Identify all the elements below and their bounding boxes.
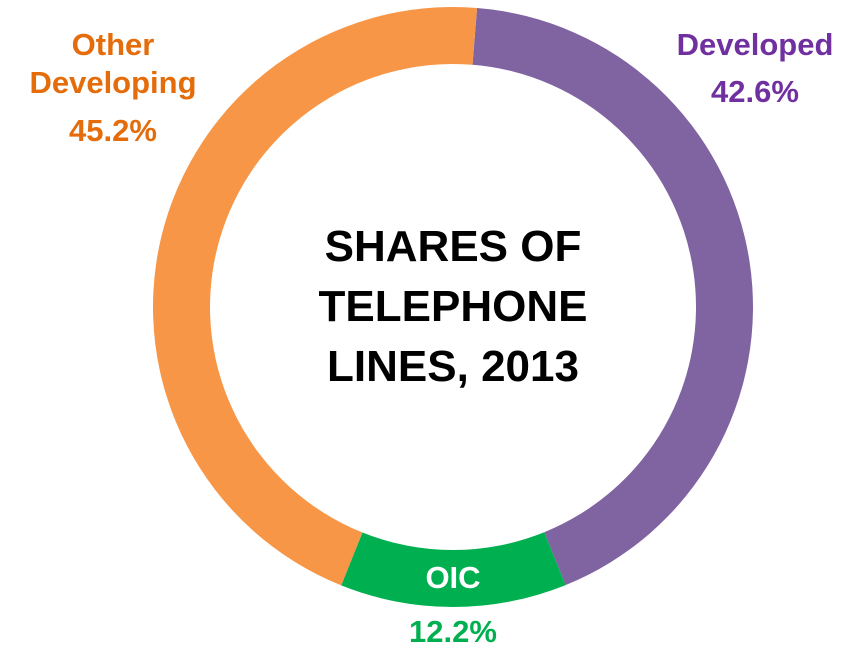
donut-segment bbox=[472, 7, 754, 586]
chart-title: SHARES OF TELEPHONE LINES, 2013 bbox=[318, 222, 588, 391]
donut-segment bbox=[341, 532, 566, 607]
value-label: 12.2% bbox=[409, 614, 497, 649]
value-label: 42.6% bbox=[711, 74, 799, 109]
value-label: 45.2% bbox=[69, 113, 157, 148]
category-label: Developed bbox=[676, 27, 834, 62]
donut-segment bbox=[153, 7, 478, 586]
category-label: OIC bbox=[425, 560, 481, 595]
category-label: Other Developing bbox=[29, 27, 197, 100]
